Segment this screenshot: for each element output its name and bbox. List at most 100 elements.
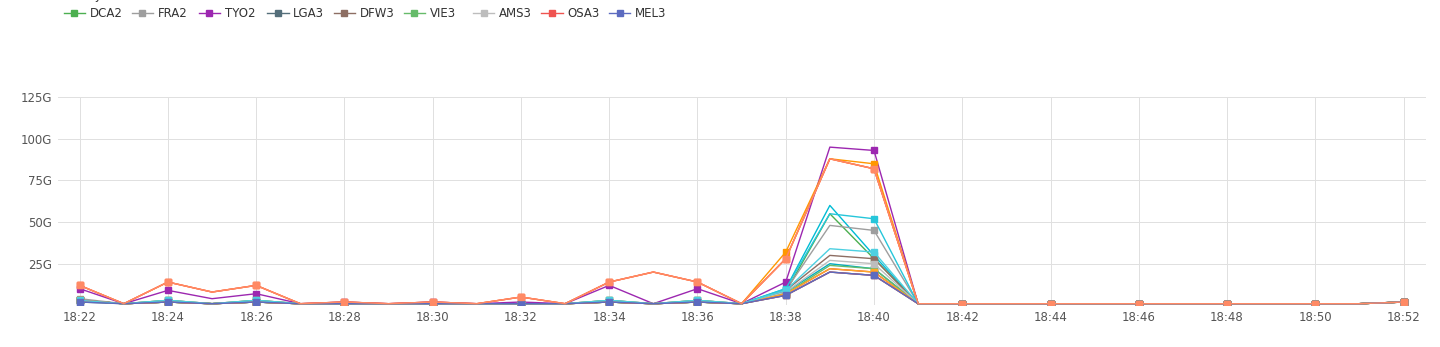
DCA2 xyxy=(1218,302,1236,306)
Line: VIE3: VIE3 xyxy=(76,263,1407,306)
MEL3 xyxy=(513,302,530,306)
SJC2 xyxy=(203,302,220,306)
ORD3 xyxy=(160,298,177,303)
SIN3 xyxy=(1086,302,1103,306)
LON2 xyxy=(468,302,485,306)
LAX3 xyxy=(688,298,706,303)
DCA2 xyxy=(910,302,927,306)
FRA2 xyxy=(380,302,397,306)
PAR3 xyxy=(865,167,883,171)
STO3 xyxy=(115,302,132,306)
MIA4 xyxy=(1395,300,1413,304)
PAR3 xyxy=(423,300,441,304)
STO3 xyxy=(733,302,750,306)
DCA2 xyxy=(513,302,530,306)
PAR3 xyxy=(1218,302,1236,306)
VIE3 xyxy=(998,302,1015,306)
STO3 xyxy=(336,302,353,306)
PAR3 xyxy=(1086,302,1103,306)
STO3 xyxy=(556,302,573,306)
STO3 xyxy=(1174,302,1191,306)
VIE3 xyxy=(1086,302,1103,306)
ORD3 xyxy=(1306,302,1323,306)
PAR3 xyxy=(1306,302,1323,306)
OSA3 xyxy=(71,298,88,303)
DFW3 xyxy=(513,302,530,306)
MIA4 xyxy=(910,302,927,306)
DCA2 xyxy=(865,257,883,261)
MIA4 xyxy=(1174,302,1191,306)
SJC2 xyxy=(998,302,1015,306)
HKG2 xyxy=(1351,302,1368,306)
DCA2 xyxy=(71,298,88,303)
SYD3 xyxy=(1218,302,1236,306)
SJC2 xyxy=(1351,302,1368,306)
DCA2 xyxy=(778,290,795,294)
AMS3 xyxy=(203,302,220,306)
VIE3 xyxy=(778,291,795,296)
VIE3 xyxy=(1351,302,1368,306)
SYD3 xyxy=(1263,302,1280,306)
ORD3 xyxy=(468,302,485,306)
SYD3 xyxy=(336,300,353,304)
STO3 xyxy=(468,302,485,306)
SYD3 xyxy=(71,283,88,287)
SYD3 xyxy=(865,167,883,171)
HKG2 xyxy=(1043,302,1060,306)
HKG2 xyxy=(645,302,662,306)
OSA3 xyxy=(1395,300,1413,304)
PAR3 xyxy=(468,302,485,306)
OSA3 xyxy=(203,302,220,306)
DCA2 xyxy=(1043,302,1060,306)
STO3 xyxy=(380,302,397,306)
LGA3 xyxy=(160,300,177,304)
PAR3 xyxy=(556,302,573,306)
LAX3 xyxy=(115,302,132,306)
HKG2 xyxy=(953,302,971,306)
ORD3 xyxy=(910,302,927,306)
Line: LAX3: LAX3 xyxy=(76,156,1407,306)
DFW3 xyxy=(1174,302,1191,306)
SJC2 xyxy=(821,203,838,208)
DFW3 xyxy=(821,253,838,257)
SJC2 xyxy=(1130,302,1148,306)
LON2 xyxy=(1130,302,1148,306)
LON2 xyxy=(513,295,530,299)
ORD3 xyxy=(645,302,662,306)
LAX3 xyxy=(1306,302,1323,306)
DCA2 xyxy=(115,302,132,306)
ORD3 xyxy=(1263,302,1280,306)
OSA3 xyxy=(380,302,397,306)
VIE3 xyxy=(71,298,88,303)
LON2 xyxy=(1263,302,1280,306)
OSA3 xyxy=(160,300,177,304)
AMS3 xyxy=(1306,302,1323,306)
Line: HKG2: HKG2 xyxy=(76,266,1407,306)
FRA2 xyxy=(513,302,530,306)
SIN3 xyxy=(910,302,927,306)
MIA4 xyxy=(203,302,220,306)
TYO2 xyxy=(423,300,441,304)
AMS3 xyxy=(1218,302,1236,306)
PAR3 xyxy=(292,302,310,306)
HKG2 xyxy=(513,302,530,306)
Line: DFW3: DFW3 xyxy=(76,253,1407,306)
FRA2 xyxy=(1351,302,1368,306)
VIE3 xyxy=(1263,302,1280,306)
PAR3 xyxy=(1174,302,1191,306)
OSA3 xyxy=(821,270,838,274)
SJC2 xyxy=(468,302,485,306)
ORD3 xyxy=(248,298,265,303)
ORD3 xyxy=(600,298,618,303)
ORD3 xyxy=(423,302,441,306)
SIN3 xyxy=(600,298,618,303)
DCA2 xyxy=(160,300,177,304)
SIN3 xyxy=(998,302,1015,306)
MEL3 xyxy=(115,302,132,306)
LON2 xyxy=(645,270,662,274)
SYD3 xyxy=(1351,302,1368,306)
AMS3 xyxy=(1351,302,1368,306)
AMS3 xyxy=(115,302,132,306)
FRA2 xyxy=(1130,302,1148,306)
SJC2 xyxy=(513,302,530,306)
